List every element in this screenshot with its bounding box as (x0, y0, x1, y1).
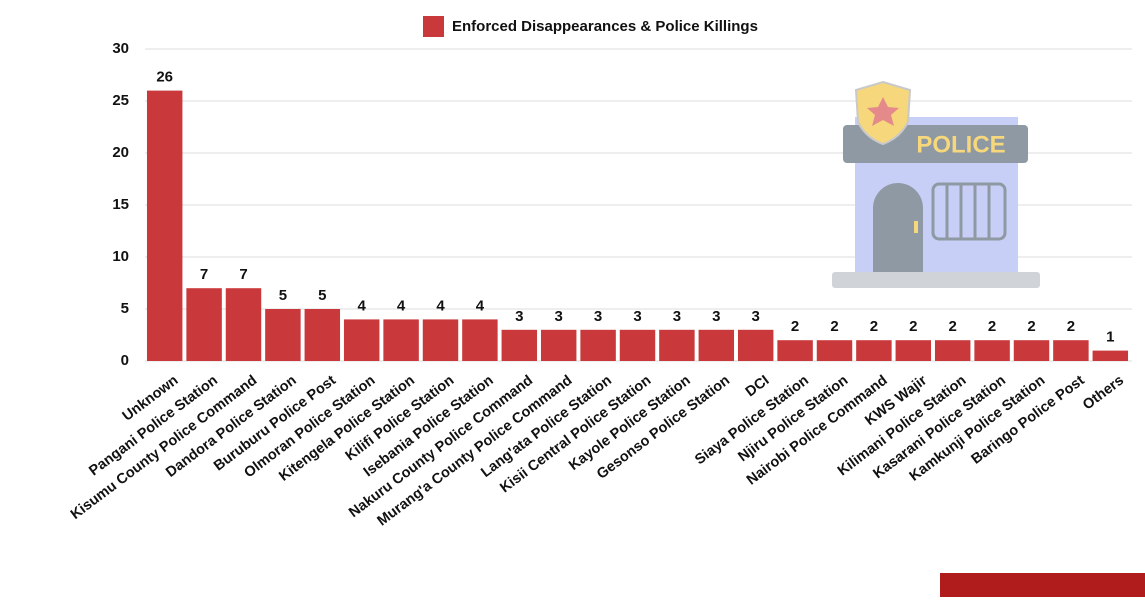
value-label: 2 (909, 318, 917, 335)
door-handle (914, 221, 918, 233)
value-label: 3 (555, 308, 563, 325)
y-tick-label: 15 (112, 196, 129, 213)
bar (737, 329, 774, 361)
bar (1092, 350, 1129, 361)
bar (895, 340, 932, 361)
bar (1053, 340, 1089, 361)
value-label: 7 (239, 266, 247, 283)
bar (777, 340, 813, 361)
bar (659, 329, 695, 361)
bar (856, 340, 892, 361)
y-tick-label: 10 (112, 248, 129, 265)
value-label: 26 (156, 69, 173, 86)
value-label: 3 (752, 308, 760, 325)
value-label: 1 (1106, 329, 1114, 346)
bar (186, 288, 222, 361)
y-tick-label: 25 (112, 92, 129, 109)
value-label: 2 (949, 318, 957, 335)
bar (501, 329, 538, 361)
value-label: 2 (988, 318, 996, 335)
value-label: 3 (594, 308, 602, 325)
value-label: 5 (279, 287, 287, 304)
value-label: 2 (830, 318, 838, 335)
y-tick-label: 20 (112, 144, 129, 161)
bar (146, 90, 183, 361)
value-label: 3 (633, 308, 641, 325)
bar (462, 319, 498, 361)
legend-swatch (423, 16, 444, 37)
base (832, 272, 1040, 288)
bar (816, 340, 853, 361)
bar (304, 309, 341, 361)
bar (1013, 340, 1050, 361)
value-label: 3 (673, 308, 681, 325)
y-tick-label: 30 (112, 40, 129, 57)
y-tick-label: 0 (121, 352, 129, 369)
bar (580, 329, 616, 361)
bar (698, 329, 735, 361)
window (931, 182, 1007, 241)
bar (422, 319, 459, 361)
value-label: 3 (712, 308, 720, 325)
value-label: 5 (318, 287, 326, 304)
bar (383, 319, 419, 361)
x-tick-label: DCI (743, 372, 773, 400)
legend-label: Enforced Disappearances & Police Killing… (452, 18, 758, 35)
value-label: 2 (870, 318, 878, 335)
value-label: 4 (358, 297, 367, 314)
badge-star (867, 97, 899, 126)
bar (225, 288, 262, 361)
bar (343, 319, 380, 361)
door (873, 183, 923, 273)
value-label: 4 (476, 297, 485, 314)
bar (974, 340, 1010, 361)
bar (934, 340, 971, 361)
value-label: 2 (1067, 318, 1075, 335)
value-label: 4 (436, 297, 445, 314)
value-label: 2 (1027, 318, 1035, 335)
value-label: 2 (791, 318, 799, 335)
x-tick-label: Others (1080, 372, 1127, 413)
value-label: 4 (397, 297, 406, 314)
y-tick-label: 5 (121, 300, 129, 317)
bar (540, 329, 577, 361)
sign-text: POLICE (916, 131, 1005, 158)
window-bars (945, 184, 991, 239)
bar (619, 329, 656, 361)
bar (265, 309, 301, 361)
value-label: 3 (515, 308, 523, 325)
decor-band (940, 573, 1145, 597)
value-label: 7 (200, 266, 208, 283)
police-illustration: POLICE (832, 80, 1040, 288)
